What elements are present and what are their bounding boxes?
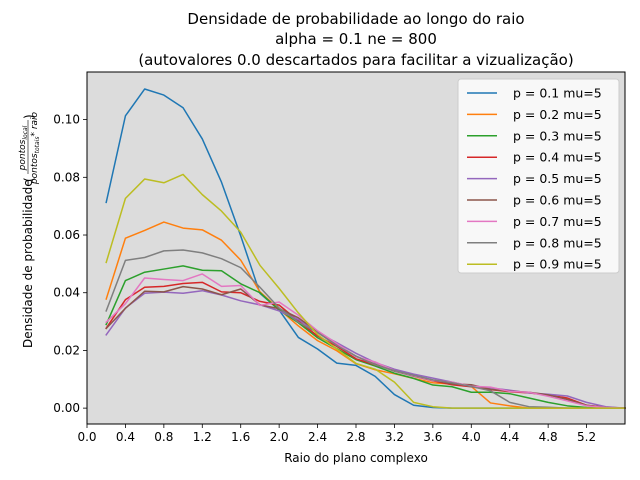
fraction-numerator: pontoslocal (18, 125, 29, 171)
x-tick-label: 0.8 (154, 430, 173, 444)
x-tick-label: 2.8 (346, 430, 365, 444)
legend-label-2: p = 0.2 mu=5 (513, 107, 602, 122)
y-tick-label: 0.00 (53, 401, 80, 415)
chart-title: Densidade de probabilidade ao longo do r… (138, 10, 573, 69)
legend-label-4: p = 0.4 mu=5 (513, 150, 602, 165)
y-axis-ticks: 0.00 0.02 0.04 0.06 0.08 0.10 (53, 113, 87, 415)
x-tick-label: 0.0 (77, 430, 96, 444)
series-line-8 (105, 249, 626, 409)
legend-label-8: p = 0.8 mu=5 (513, 235, 602, 250)
legend-items: p = 0.1 mu=5 p = 0.2 mu=5 p = 0.3 mu=5 p = … (467, 86, 602, 272)
legend-label-1: p = 0.1 mu=5 (513, 86, 602, 101)
x-tick-label: 4.8 (539, 430, 558, 444)
y-tick-label: 0.04 (53, 286, 80, 300)
legend: p = 0.1 mu=5 p = 0.2 mu=5 p = 0.3 mu=5 p = … (457, 78, 620, 274)
legend-label-7: p = 0.7 mu=5 (513, 214, 602, 229)
y-tick-label: 0.10 (53, 113, 80, 127)
series-line-7 (105, 273, 626, 409)
fraction-denominator: pontostotais* raio (30, 111, 41, 185)
series-line-9 (105, 173, 626, 409)
x-tick-label: 2.4 (308, 430, 327, 444)
legend-label-3: p = 0.3 mu=5 (513, 128, 602, 143)
x-tick-label: 2.0 (270, 430, 289, 444)
x-tick-label: 1.6 (231, 430, 250, 444)
y-axis-label-prefix: Densidade de probabilidade (21, 179, 35, 348)
legend-label-9: p = 0.9 mu=5 (513, 257, 602, 272)
x-tick-label: 3.2 (385, 430, 404, 444)
y-axis-label: Densidade de probabilidade ( pontoslocal… (18, 111, 41, 348)
x-tick-label: 1.2 (193, 430, 212, 444)
x-tick-label: 4.4 (500, 430, 519, 444)
y-tick-label: 0.02 (53, 343, 80, 357)
y-tick-label: 0.06 (53, 228, 80, 242)
x-axis-label: Raio do plano complexo (284, 451, 428, 465)
title-line-2: alpha = 0.1 ne = 800 (275, 30, 437, 48)
y-tick-label: 0.08 (53, 170, 80, 184)
series-line-3 (105, 265, 626, 409)
y-axis-label-fraction: pontoslocal pontostotais* raio (18, 111, 41, 185)
x-tick-label: 0.4 (116, 430, 135, 444)
legend-label-6: p = 0.6 mu=5 (513, 193, 602, 208)
x-tick-label: 4.0 (462, 430, 481, 444)
x-axis-ticks: 0.0 0.4 0.8 1.2 1.6 2.0 2.4 2.8 3.2 3.6 4.0 4.4 4.8 5… (77, 424, 596, 444)
series-layer (105, 88, 626, 409)
y-axis-label-paren-close: ) (22, 114, 36, 119)
legend-box (457, 78, 620, 274)
x-tick-label: 3.6 (423, 430, 442, 444)
x-tick-label: 5.2 (577, 430, 596, 444)
legend-label-5: p = 0.5 mu=5 (513, 171, 602, 186)
y-axis-label-paren-open: ( (22, 177, 36, 182)
title-line-3: (autovalores 0.0 descartados para facili… (138, 51, 573, 69)
title-line-1: Densidade de probabilidade ao longo do r… (187, 10, 524, 28)
